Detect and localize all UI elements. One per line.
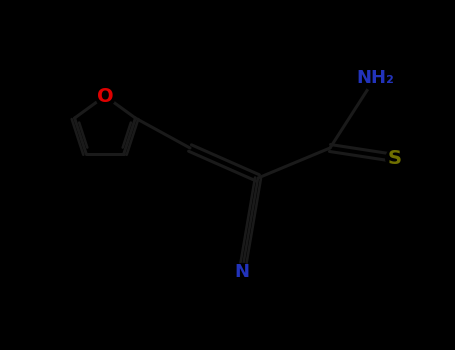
Text: O: O: [96, 86, 113, 105]
Text: S: S: [388, 148, 402, 168]
Text: NH₂: NH₂: [356, 69, 394, 87]
Text: N: N: [234, 263, 249, 281]
